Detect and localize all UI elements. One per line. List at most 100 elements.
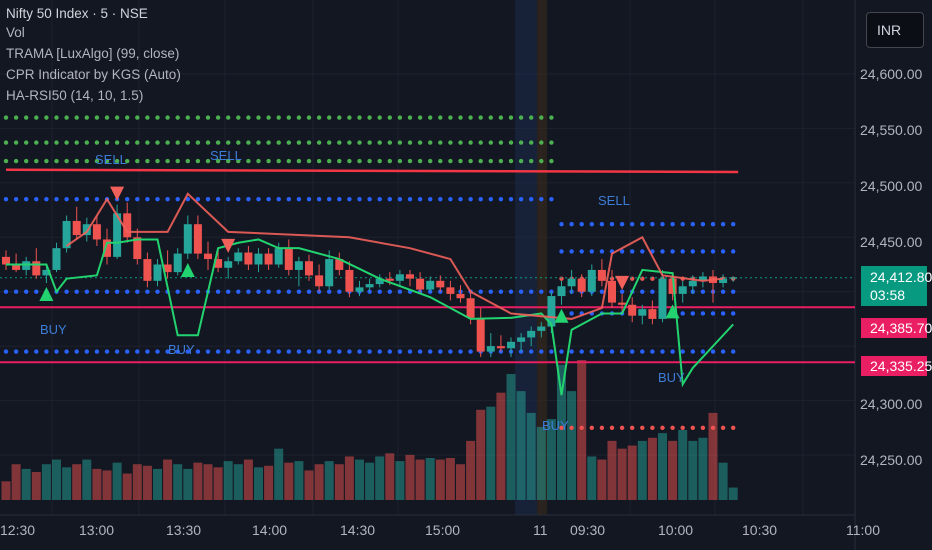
cpr-level-dot — [417, 196, 423, 202]
legend-volume[interactable]: Vol — [6, 25, 25, 40]
cpr-level-dot — [690, 222, 695, 227]
time-label: 15:00 — [425, 522, 461, 538]
cpr-level-dot — [195, 196, 201, 202]
legend-trama[interactable]: TRAMA [LuxAlgo] (99, close) — [6, 46, 180, 61]
cpr-level-dot — [478, 289, 483, 294]
price-label: 24,550.00 — [860, 122, 923, 138]
cpr-level-dot — [680, 222, 685, 227]
cpr-level-dot — [589, 349, 594, 354]
cpr-level-dot — [155, 158, 160, 164]
cpr-level-dot — [316, 140, 322, 145]
cpr-level-dot — [256, 349, 261, 354]
cpr-level-dot — [508, 115, 514, 120]
cpr-level-dot — [104, 158, 110, 164]
candle-body — [42, 269, 51, 276]
volume-bar — [203, 464, 213, 500]
cpr-level-dot — [165, 140, 170, 145]
cpr-level-dot — [286, 115, 291, 120]
volume-bar — [92, 468, 102, 500]
cpr-level-dot — [660, 249, 665, 254]
cpr-level-dot — [710, 425, 716, 430]
cpr-level-dot — [64, 349, 69, 354]
buy-marker — [39, 287, 54, 302]
cpr-level-dot — [529, 349, 534, 354]
cpr-level-dot — [690, 349, 695, 354]
cpr-level-dot — [256, 115, 261, 120]
cpr-level-dot — [114, 115, 120, 120]
cpr-level-dot — [579, 249, 584, 254]
cpr-level-dot — [104, 115, 110, 120]
cpr-level-dot — [407, 196, 413, 202]
cpr-level-dot — [13, 115, 19, 120]
candle-body — [466, 298, 475, 318]
cpr-level-dot — [155, 196, 160, 202]
volume-bar — [577, 360, 587, 500]
cpr-level-dot — [619, 222, 625, 227]
cpr-level-dot — [458, 196, 463, 202]
symbol-title[interactable]: Nifty 50 Index · 5 · NSE — [6, 6, 148, 21]
candle-body — [547, 296, 556, 327]
candle-body — [557, 286, 566, 297]
cpr-level-dot — [155, 140, 160, 145]
level-tag: 24,335.25 — [861, 356, 932, 376]
cpr-level-dot — [640, 289, 645, 294]
cpr-level-dot — [488, 115, 493, 120]
cpr-level-dot — [84, 140, 90, 145]
candle-body — [315, 275, 324, 287]
volume-bar — [395, 461, 405, 500]
sell-signal-label: SELL — [210, 148, 242, 163]
volume-bar — [163, 459, 173, 500]
sell-signal-label: SELL — [95, 152, 127, 167]
candle-body — [335, 259, 344, 270]
cpr-level-dot — [226, 289, 231, 294]
volume-bar — [435, 459, 445, 500]
cpr-level-dot — [114, 158, 120, 164]
cpr-level-dot — [498, 289, 504, 294]
cpr-level-dot — [559, 222, 564, 227]
cpr-level-dot — [266, 349, 271, 354]
cpr-level-dot — [428, 196, 433, 202]
cpr-level-dot — [24, 140, 29, 145]
candle-body — [365, 284, 374, 288]
cpr-level-dot — [367, 349, 372, 354]
cpr-level-dot — [145, 196, 150, 202]
volume-bar — [284, 462, 294, 500]
candle-body — [638, 309, 647, 316]
cpr-level-dot — [155, 289, 160, 294]
cpr-level-dot — [24, 196, 29, 202]
cpr-level-dot — [700, 289, 706, 294]
candle-body — [385, 278, 394, 281]
cpr-level-dot — [609, 425, 615, 430]
legend-cpr[interactable]: CPR Indicator by KGS (Auto) — [6, 67, 181, 82]
volume-bar — [355, 459, 364, 500]
cpr-level-dot — [266, 158, 271, 164]
cpr-level-dot — [529, 289, 534, 294]
cpr-level-dot — [145, 115, 150, 120]
time-label: 14:00 — [252, 522, 288, 538]
volume-bar — [425, 458, 435, 500]
legend-ha-rsi[interactable]: HA-RSI50 (14, 10, 1.5) — [6, 88, 144, 103]
cpr-level-dot — [539, 289, 544, 294]
cpr-level-dot — [64, 158, 69, 164]
cpr-level-dot — [327, 196, 332, 202]
currency-button[interactable]: INR — [866, 12, 924, 48]
cpr-level-dot — [256, 158, 261, 164]
cpr-level-dot — [84, 196, 90, 202]
cpr-level-dot — [54, 140, 59, 145]
volume-bar — [112, 462, 122, 500]
cpr-level-dot — [458, 158, 463, 164]
cpr-level-dot — [125, 289, 130, 294]
cpr-level-dot — [670, 249, 675, 254]
candle-body — [113, 213, 122, 257]
volume-bar — [243, 459, 253, 500]
cpr-level-dot — [175, 140, 180, 145]
buy-signal-label: BUY — [40, 322, 67, 337]
cpr-level-dot — [337, 140, 342, 145]
cpr-level-dot — [296, 349, 302, 354]
volume-bar — [314, 464, 324, 500]
cpr-level-dot — [165, 115, 170, 120]
candle-body — [688, 280, 697, 287]
candle-body — [446, 287, 455, 294]
cpr-level-dot — [569, 311, 574, 316]
